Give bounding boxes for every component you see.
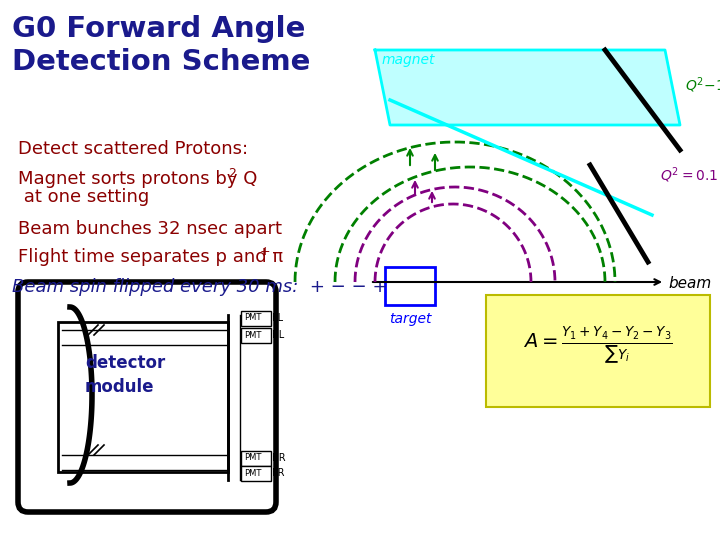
Text: at one setting: at one setting xyxy=(18,188,149,206)
Text: PMT: PMT xyxy=(244,330,261,340)
Text: FR: FR xyxy=(272,468,284,478)
Text: G0 Forward Angle
Detection Scheme: G0 Forward Angle Detection Scheme xyxy=(12,15,310,77)
Text: detector
module: detector module xyxy=(85,354,166,396)
FancyBboxPatch shape xyxy=(486,295,710,407)
Text: magnet: magnet xyxy=(382,53,436,67)
FancyBboxPatch shape xyxy=(241,451,271,466)
FancyBboxPatch shape xyxy=(241,328,271,343)
FancyBboxPatch shape xyxy=(385,267,435,305)
Text: beam: beam xyxy=(668,276,711,292)
Text: BL: BL xyxy=(272,330,284,340)
FancyBboxPatch shape xyxy=(18,282,276,512)
Polygon shape xyxy=(375,50,680,125)
Text: Detect scattered Protons:: Detect scattered Protons: xyxy=(18,140,248,158)
Text: Beam bunches 32 nsec apart: Beam bunches 32 nsec apart xyxy=(18,220,282,238)
Text: Flight time separates p and π: Flight time separates p and π xyxy=(18,248,283,266)
Text: $Q^2$$-$1.0: $Q^2$$-$1.0 xyxy=(685,75,720,95)
Text: PMT: PMT xyxy=(244,469,261,477)
Text: PMT: PMT xyxy=(244,454,261,462)
FancyBboxPatch shape xyxy=(58,322,228,472)
Text: $A=\frac{Y_1+Y_4-Y_2-Y_3}{\sum Y_i}$: $A=\frac{Y_1+Y_4-Y_2-Y_3}{\sum Y_i}$ xyxy=(523,325,673,366)
Text: $Q^2$$=$0.1: $Q^2$$=$0.1 xyxy=(660,165,719,185)
Text: Beam spin flipped every 30 ms:  + − − +: Beam spin flipped every 30 ms: + − − + xyxy=(12,278,387,296)
Text: 2: 2 xyxy=(228,167,236,180)
Text: FL: FL xyxy=(272,313,283,323)
Text: Magnet sorts protons by Q: Magnet sorts protons by Q xyxy=(18,170,257,188)
Text: +: + xyxy=(260,245,271,258)
Text: PMT: PMT xyxy=(244,314,261,322)
FancyBboxPatch shape xyxy=(241,311,271,326)
Text: BR: BR xyxy=(272,453,286,463)
FancyBboxPatch shape xyxy=(241,466,271,481)
Text: target: target xyxy=(389,312,431,326)
